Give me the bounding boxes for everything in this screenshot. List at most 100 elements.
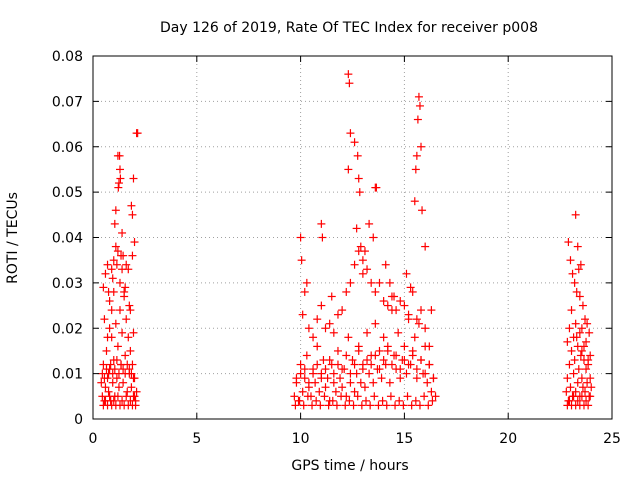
- data-point: [582, 396, 591, 405]
- data-point: [118, 328, 127, 337]
- data-point: [325, 356, 334, 365]
- data-point: [360, 247, 369, 256]
- data-point: [581, 315, 590, 324]
- data-point: [410, 333, 419, 342]
- data-point: [130, 392, 139, 401]
- data-point: [296, 369, 305, 378]
- data-point: [375, 278, 384, 287]
- data-point: [365, 369, 374, 378]
- data-point: [358, 269, 367, 278]
- data-point: [309, 369, 318, 378]
- data-point: [361, 396, 370, 405]
- data-point: [572, 287, 581, 296]
- data-point: [428, 396, 437, 405]
- data-point: [415, 101, 424, 110]
- data-point: [99, 360, 108, 369]
- data-point: [329, 369, 338, 378]
- data-point: [396, 374, 405, 383]
- data-point: [425, 360, 434, 369]
- data-point: [400, 301, 409, 310]
- data-point: [582, 365, 591, 374]
- data-point: [375, 346, 384, 355]
- data-points: [97, 70, 596, 410]
- data-point: [126, 306, 135, 315]
- data-point: [371, 351, 380, 360]
- data-point: [414, 92, 423, 101]
- data-point: [112, 374, 121, 383]
- data-point: [567, 346, 576, 355]
- data-point: [367, 360, 376, 369]
- data-point: [396, 297, 405, 306]
- data-point: [122, 392, 131, 401]
- data-point: [342, 351, 351, 360]
- data-point: [379, 297, 388, 306]
- y-tick-label: 0: [74, 412, 83, 428]
- data-point: [350, 387, 359, 396]
- data-point: [114, 183, 123, 192]
- data-point: [302, 278, 311, 287]
- data-point: [417, 356, 426, 365]
- data-point: [358, 256, 367, 265]
- data-point: [421, 242, 430, 251]
- data-point: [106, 360, 115, 369]
- y-axis-title: ROTI / TECUs: [5, 192, 21, 284]
- data-point: [115, 151, 124, 160]
- data-point: [327, 292, 336, 301]
- data-point: [586, 392, 595, 401]
- data-point: [563, 374, 572, 383]
- data-point: [576, 260, 585, 269]
- data-point: [404, 310, 413, 319]
- data-point: [586, 374, 595, 383]
- data-point: [295, 396, 304, 405]
- data-point: [110, 365, 119, 374]
- data-point: [392, 351, 401, 360]
- data-point: [318, 233, 327, 242]
- data-point: [133, 129, 142, 138]
- data-point: [333, 346, 342, 355]
- data-point: [578, 383, 587, 392]
- data-point: [363, 328, 372, 337]
- data-point: [107, 265, 116, 274]
- data-point: [577, 374, 586, 383]
- data-point: [109, 287, 118, 296]
- data-point: [324, 401, 333, 410]
- data-point: [104, 387, 113, 396]
- data-point: [312, 396, 321, 405]
- data-point: [309, 333, 318, 342]
- data-point: [350, 360, 359, 369]
- data-point: [298, 387, 307, 396]
- data-point: [123, 387, 132, 396]
- data-point: [356, 378, 365, 387]
- data-point: [300, 374, 309, 383]
- data-point: [114, 383, 123, 392]
- data-point: [382, 401, 391, 410]
- data-point: [365, 219, 374, 228]
- data-point: [571, 387, 580, 396]
- data-point: [407, 401, 416, 410]
- data-point: [100, 374, 109, 383]
- data-point: [112, 260, 121, 269]
- data-point: [129, 328, 138, 337]
- data-point: [113, 342, 122, 351]
- data-point: [300, 365, 309, 374]
- data-point: [122, 260, 131, 269]
- data-point: [573, 396, 582, 405]
- x-tick-label: 5: [192, 431, 201, 447]
- grid-lines: [93, 56, 612, 419]
- data-point: [565, 360, 574, 369]
- data-point: [346, 129, 355, 138]
- data-point: [371, 319, 380, 328]
- data-point: [321, 383, 330, 392]
- data-point: [394, 328, 403, 337]
- data-point: [102, 365, 111, 374]
- data-point: [583, 378, 592, 387]
- y-tick-label: 0.08: [52, 49, 83, 65]
- data-point: [337, 392, 346, 401]
- data-point: [345, 396, 354, 405]
- data-point: [132, 387, 141, 396]
- data-point: [342, 287, 351, 296]
- data-point: [410, 197, 419, 206]
- y-axis-ticks: 0 0.01 0.02 0.03 0.04 0.05 0.06 0.07 0.08: [52, 49, 612, 428]
- data-point: [111, 206, 120, 215]
